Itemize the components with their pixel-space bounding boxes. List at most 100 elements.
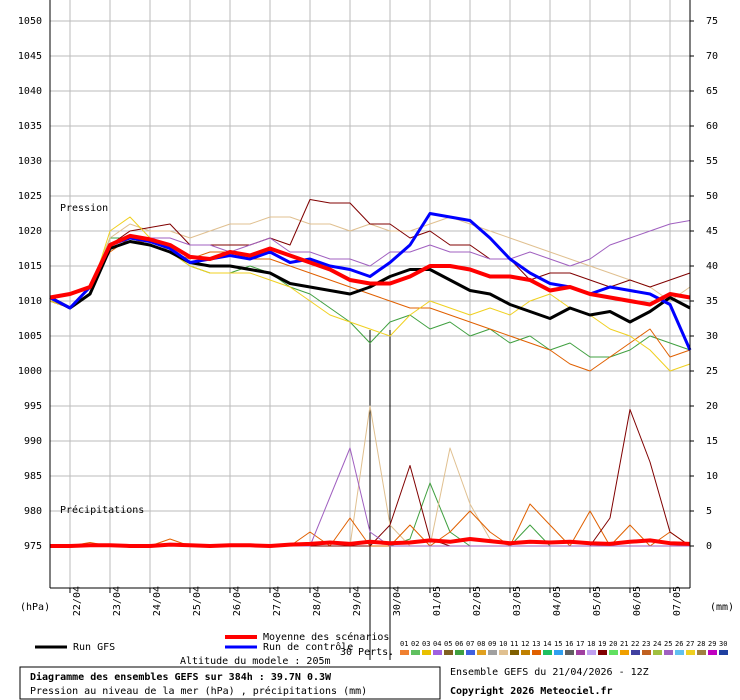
- x-tick-label: 27/04: [272, 586, 283, 616]
- member-swatch: [488, 650, 497, 655]
- member-label: 04: [433, 640, 441, 648]
- y-tick-label: 1025: [18, 191, 42, 202]
- member-label: 27: [686, 640, 694, 648]
- y2-tick-label: 5: [706, 506, 712, 517]
- member-label: 12: [521, 640, 529, 648]
- member-swatch: [521, 650, 530, 655]
- x-tick-label: 28/04: [312, 586, 323, 616]
- member-label: 11: [510, 640, 518, 648]
- member-label: 07: [466, 640, 474, 648]
- y-tick-label: 995: [24, 401, 42, 412]
- x-tick-label: 04/05: [552, 586, 563, 616]
- y2-tick-label: 30: [706, 331, 718, 342]
- series-line: [49, 240, 691, 324]
- member-label: 30: [719, 640, 727, 648]
- member-swatch: [510, 650, 519, 655]
- member-label: 25: [664, 640, 672, 648]
- member-swatch: [587, 650, 596, 655]
- legend-label: Run de contrôle: [263, 641, 353, 653]
- x-tick-label: 06/05: [632, 586, 643, 616]
- y2-tick-label: 25: [706, 366, 718, 377]
- member-label: 19: [598, 640, 606, 648]
- member-label: 23: [642, 640, 650, 648]
- y-tick-label: 990: [24, 436, 42, 447]
- title: Diagramme des ensembles GEFS sur 384h : …: [30, 671, 332, 683]
- member-label: 06: [455, 640, 463, 648]
- x-tick-label: 25/04: [192, 586, 203, 616]
- member-label: 09: [488, 640, 496, 648]
- member-swatch: [686, 650, 695, 655]
- x-tick-label: 29/04: [352, 586, 363, 616]
- x-tick-label: 07/05: [672, 586, 683, 616]
- member-label: 20: [609, 640, 617, 648]
- run-info: Ensemble GEFS du 21/04/2026 - 12Z: [450, 667, 649, 678]
- member-swatch: [609, 650, 618, 655]
- member-label: 08: [477, 640, 485, 648]
- member-label: 18: [587, 640, 595, 648]
- y-tick-label: 1040: [18, 86, 42, 97]
- member-line: [49, 220, 691, 309]
- y-unit: (hPa): [20, 602, 50, 613]
- member-swatch: [455, 650, 464, 655]
- x-tick-label: 24/04: [152, 586, 163, 616]
- member-label: 01: [400, 640, 408, 648]
- y2-tick-label: 65: [706, 86, 718, 97]
- plot: [49, 199, 692, 548]
- member-swatch: [532, 650, 541, 655]
- member-swatch: [675, 650, 684, 655]
- y-tick-label: 980: [24, 506, 42, 517]
- y2-tick-label: 50: [706, 191, 718, 202]
- member-swatch: [631, 650, 640, 655]
- y2-tick-label: 45: [706, 226, 718, 237]
- x-tick-label: 01/05: [432, 586, 443, 616]
- y2-tick-label: 40: [706, 261, 718, 272]
- y-tick-label: 1045: [18, 51, 42, 62]
- y2-tick-label: 10: [706, 471, 718, 482]
- y-tick-label: 1005: [18, 331, 42, 342]
- member-label: 16: [565, 640, 573, 648]
- x-tick-label: 05/05: [592, 586, 603, 616]
- member-swatch: [620, 650, 629, 655]
- x-tick-label: 22/04: [72, 586, 83, 616]
- x-tick-label: 26/04: [232, 586, 243, 616]
- member-swatch: [576, 650, 585, 655]
- y-tick-label: 1030: [18, 156, 42, 167]
- member-label: 24: [653, 640, 661, 648]
- y2-tick-label: 60: [706, 121, 718, 132]
- y2-tick-label: 0: [706, 541, 712, 552]
- member-label: 22: [631, 640, 639, 648]
- member-label: 21: [620, 640, 628, 648]
- member-label: 13: [532, 640, 540, 648]
- member-swatch: [444, 650, 453, 655]
- series-line: [49, 233, 691, 307]
- member-swatch: [719, 650, 728, 655]
- y-tick-label: 1010: [18, 296, 42, 307]
- member-swatch: [400, 650, 409, 655]
- member-swatch: [554, 650, 563, 655]
- member-swatch: [477, 650, 486, 655]
- member-swatch: [708, 650, 717, 655]
- annotation: Pression: [60, 203, 108, 214]
- legend-note: 30 Perts.: [340, 647, 394, 658]
- y2-unit: (mm): [710, 602, 734, 613]
- member-swatch: [466, 650, 475, 655]
- member-swatch: [433, 650, 442, 655]
- y2-tick-label: 75: [706, 16, 718, 27]
- annotation: Précipitations: [60, 504, 144, 516]
- y-tick-label: 1035: [18, 121, 42, 132]
- info-box: [19, 666, 441, 700]
- member-swatch: [499, 650, 508, 655]
- member-label: 03: [422, 640, 430, 648]
- member-swatch: [422, 650, 431, 655]
- member-label: 14: [543, 640, 551, 648]
- member-swatch: [642, 650, 651, 655]
- member-swatch: [543, 650, 552, 655]
- x-tick-label: 03/05: [512, 586, 523, 616]
- y2-tick-label: 55: [706, 156, 718, 167]
- x-tick-label: 02/05: [472, 586, 483, 616]
- y2-tick-label: 20: [706, 401, 718, 412]
- member-label: 29: [708, 640, 716, 648]
- y-tick-label: 1000: [18, 366, 42, 377]
- legend-label: Run GFS: [73, 642, 115, 653]
